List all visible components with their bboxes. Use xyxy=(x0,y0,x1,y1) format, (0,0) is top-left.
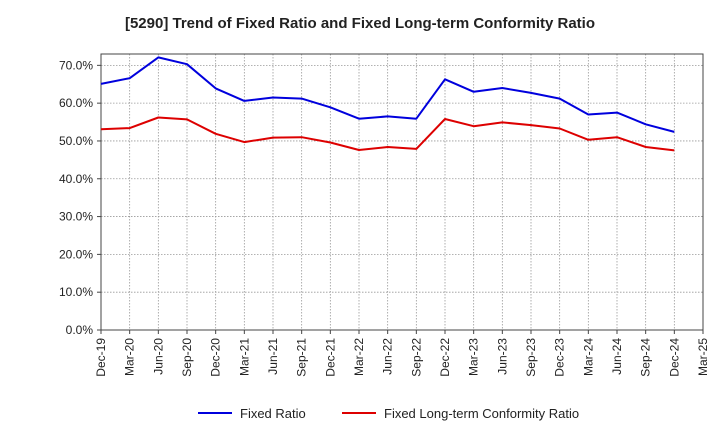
y-tick-label: 40.0% xyxy=(59,172,93,186)
y-tick-label: 50.0% xyxy=(59,134,93,148)
legend-label-fixed-ratio: Fixed Ratio xyxy=(240,406,306,421)
x-tick-label: Dec-23 xyxy=(553,338,567,377)
y-tick-label: 30.0% xyxy=(59,210,93,224)
y-tick-label: 70.0% xyxy=(59,58,93,72)
x-tick-label: Sep-21 xyxy=(295,338,309,377)
x-tick-label: Jun-24 xyxy=(610,338,624,375)
grid xyxy=(100,54,704,331)
x-tick-label: Sep-20 xyxy=(180,338,194,377)
x-tick-label: Sep-22 xyxy=(409,338,423,377)
x-tick-label: Jun-21 xyxy=(266,338,280,375)
x-tick-label: Dec-24 xyxy=(667,338,681,377)
x-tick-label: Sep-24 xyxy=(639,338,653,377)
y-tick-label: 0.0% xyxy=(66,323,94,337)
x-tick-label: Sep-23 xyxy=(524,338,538,377)
plot-frame xyxy=(100,53,704,331)
y-tick-label: 10.0% xyxy=(59,285,93,299)
x-tick-label: Dec-19 xyxy=(94,338,108,377)
series-line-fixed-ratio xyxy=(100,56,675,133)
x-tick-label: Mar-24 xyxy=(581,338,595,376)
chart-title: [5290] Trend of Fixed Ratio and Fixed Lo… xyxy=(124,15,596,32)
x-tick-label: Mar-22 xyxy=(352,338,366,376)
x-tick-label: Mar-20 xyxy=(123,338,137,376)
x-tick-label: Dec-20 xyxy=(209,338,223,377)
x-tick-label: Dec-22 xyxy=(438,338,452,377)
x-tick-label: Mar-25 xyxy=(696,338,710,376)
x-tick-label: Jun-22 xyxy=(381,338,395,375)
y-tick-label: 60.0% xyxy=(59,96,93,110)
y-tick-label: 20.0% xyxy=(59,247,93,261)
x-tick-label: Dec-21 xyxy=(323,338,337,377)
x-tick-label: Mar-23 xyxy=(467,338,481,376)
x-tick-label: Jun-20 xyxy=(151,338,165,375)
x-tick-label: Jun-23 xyxy=(495,338,509,375)
x-tick-label: Mar-21 xyxy=(237,338,251,376)
series-line-fixed-long-term-conformity-ratio xyxy=(100,116,675,152)
legend-label-fixed-long-term-conformity-ratio: Fixed Long-term Conformity Ratio xyxy=(384,406,579,421)
